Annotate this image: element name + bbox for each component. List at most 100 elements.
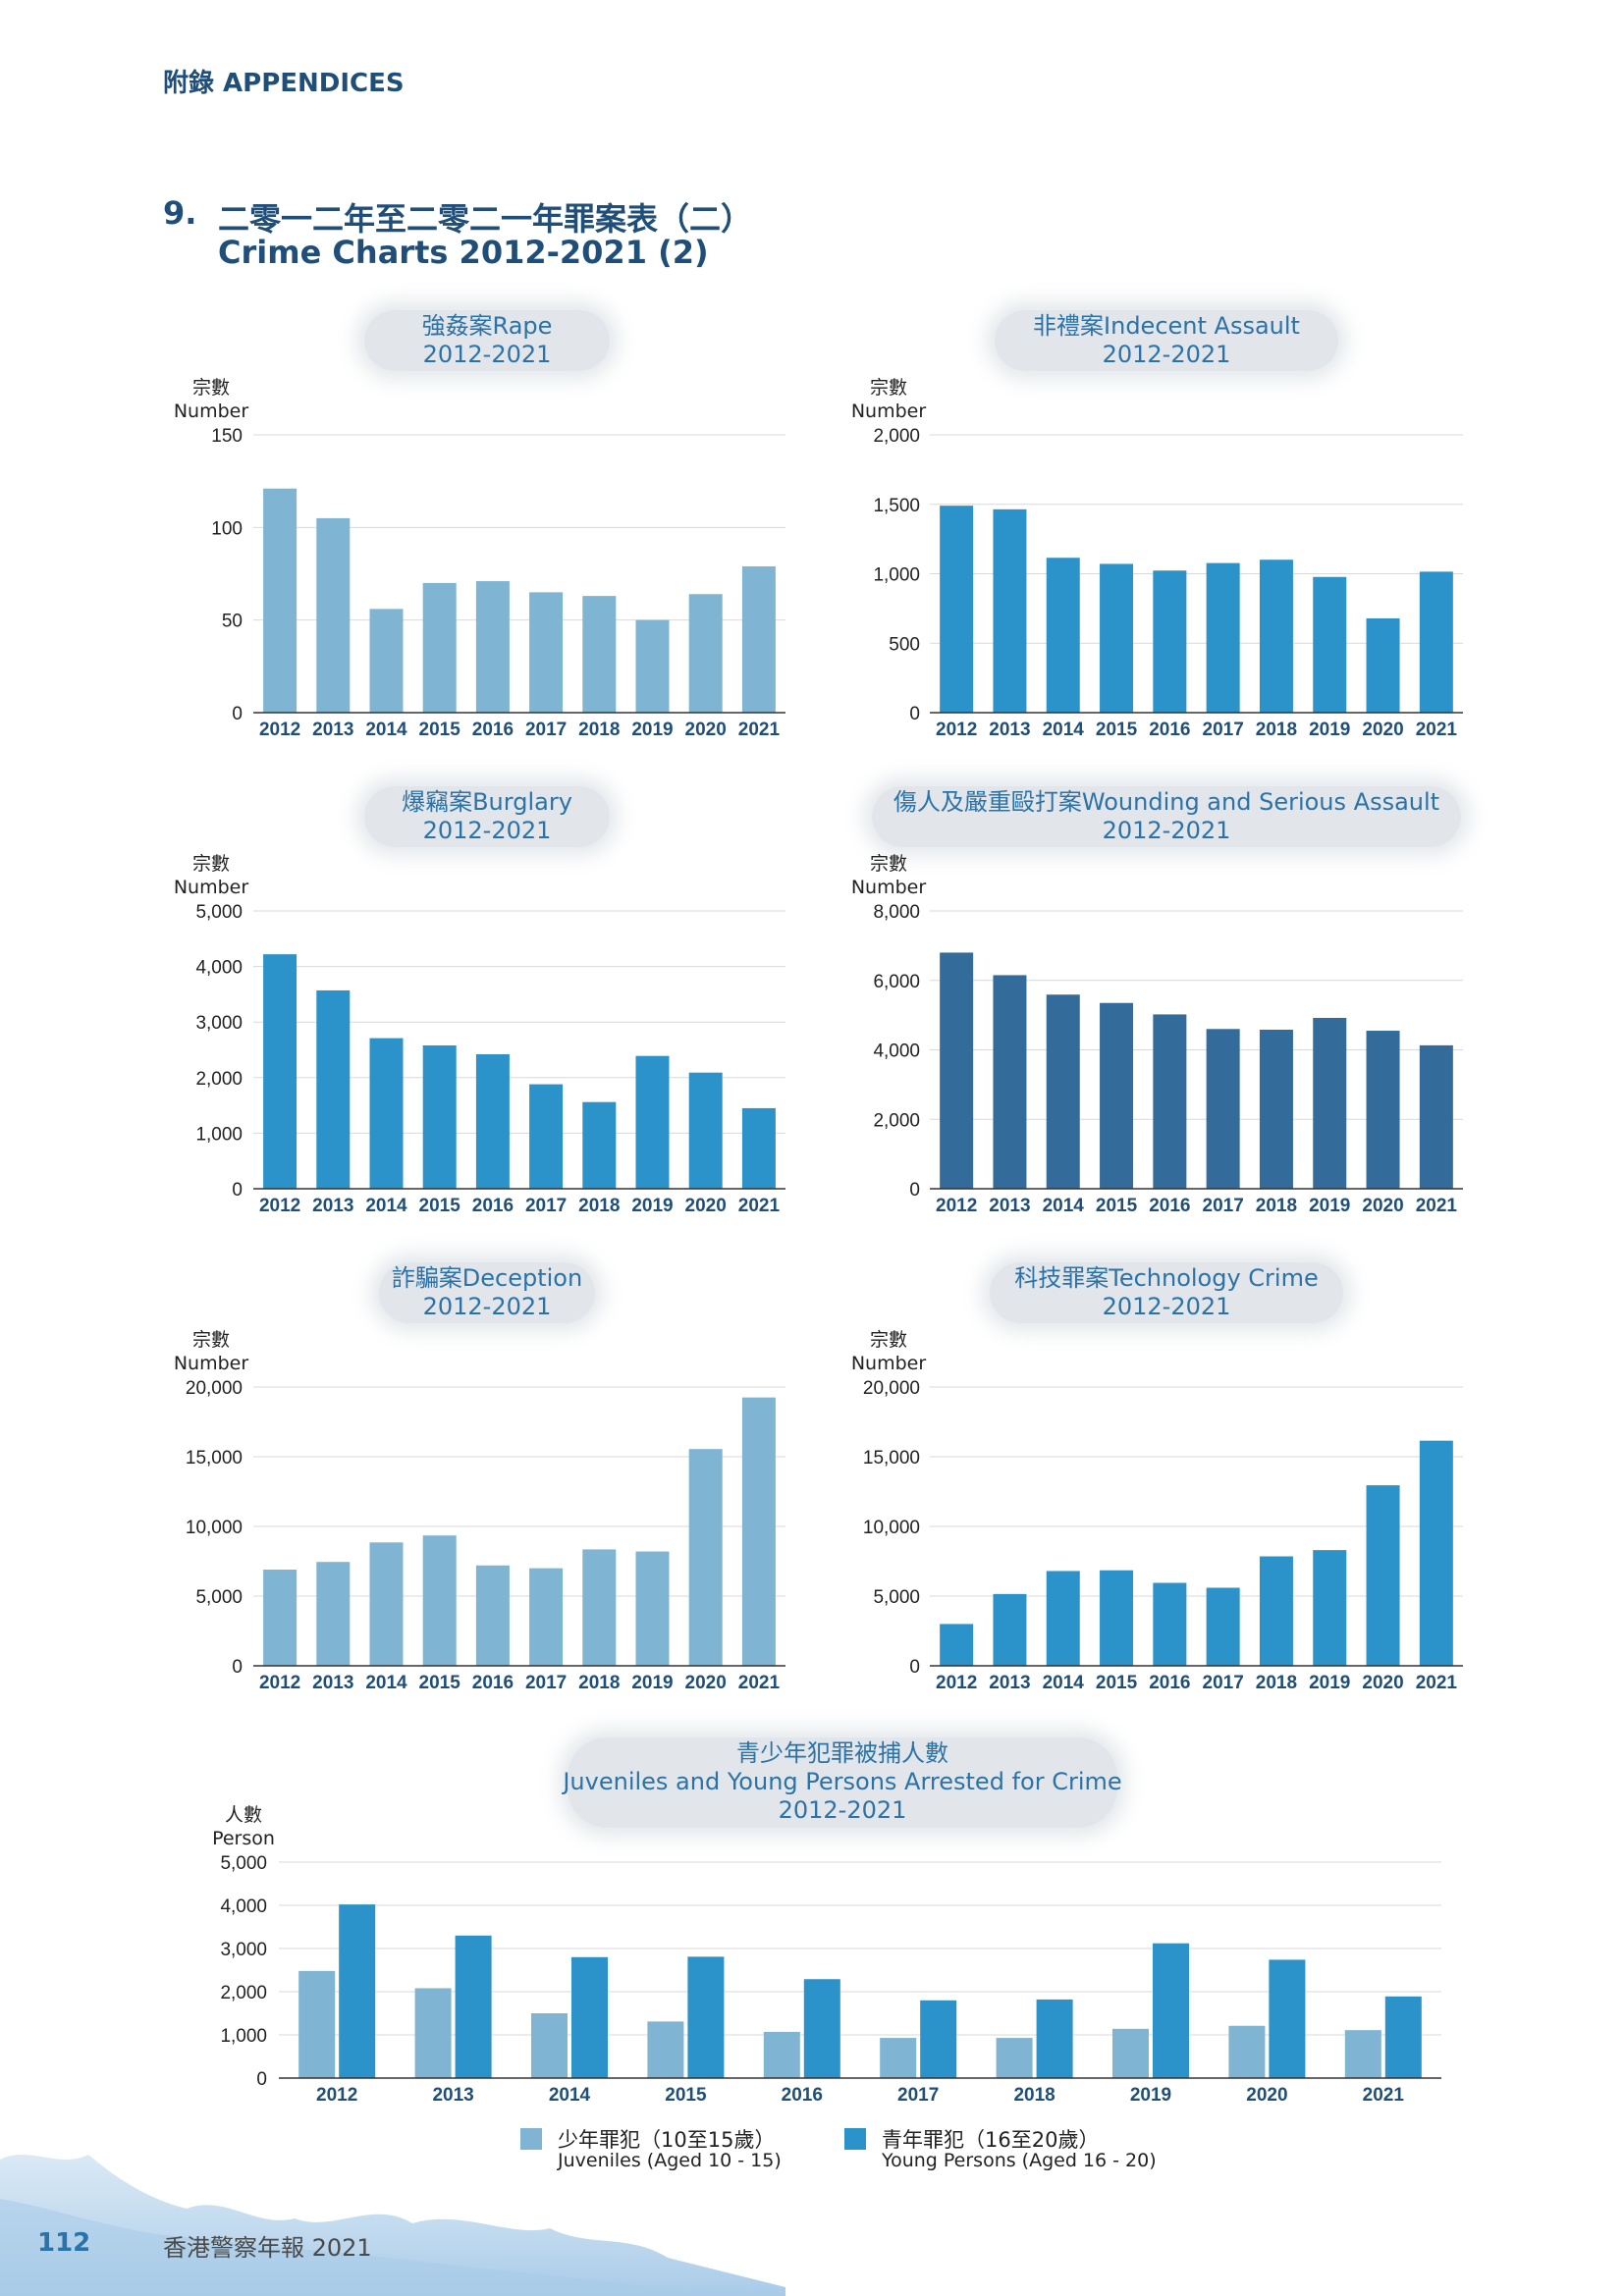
x-tick-label: 2015 xyxy=(419,1196,461,1216)
bar-2016 xyxy=(475,1565,510,1666)
bar-2020 xyxy=(688,594,723,713)
bar-2012 xyxy=(940,506,974,713)
x-tick-label: 2019 xyxy=(631,1196,673,1216)
appendices-header: 附錄 APPENDICES xyxy=(163,69,405,98)
x-tick-label: 2019 xyxy=(1309,1673,1350,1693)
bar-2014 xyxy=(1046,1571,1080,1666)
bar-2014 xyxy=(369,1038,404,1189)
bar-juveniles-2012 xyxy=(298,1970,336,2078)
x-tick-label: 2017 xyxy=(897,2085,939,2106)
y-tick-label: 2,000 xyxy=(220,1983,267,2003)
bar-2017 xyxy=(529,1084,564,1189)
x-tick-label: 2012 xyxy=(316,2085,357,2106)
x-tick-label: 2012 xyxy=(936,720,977,740)
bar-young-persons-2017 xyxy=(920,2000,957,2078)
x-tick-label: 2021 xyxy=(738,1673,781,1693)
bar-2012 xyxy=(940,1624,974,1666)
y-tick-label: 20,000 xyxy=(186,1378,243,1399)
y-axis-label-en: Number xyxy=(174,877,249,898)
x-tick-label: 2020 xyxy=(1362,1673,1403,1693)
bar-2014 xyxy=(369,1542,404,1666)
x-tick-label: 2017 xyxy=(1203,1673,1244,1693)
bar-2021 xyxy=(741,1397,776,1666)
x-tick-label: 2013 xyxy=(312,1673,353,1693)
bar-2014 xyxy=(369,609,404,713)
bar-2017 xyxy=(529,1568,564,1666)
x-tick-label: 2020 xyxy=(1362,720,1403,740)
x-tick-label: 2015 xyxy=(1096,1196,1138,1216)
x-tick-label: 2014 xyxy=(365,1196,407,1216)
x-tick-label: 2019 xyxy=(1309,1196,1350,1216)
y-tick-label: 5,000 xyxy=(220,1853,267,1874)
bar-2020 xyxy=(688,1449,723,1666)
y-axis-label-zh: 宗數 xyxy=(870,377,907,399)
bar-juveniles-2017 xyxy=(880,2038,917,2078)
bar-2015 xyxy=(422,1535,457,1666)
page-number: 112 xyxy=(37,2228,91,2258)
x-tick-label: 2017 xyxy=(1203,720,1244,740)
x-tick-label: 2019 xyxy=(631,720,673,740)
chart-title-deception: 詐騙案Deception 2012-2021 xyxy=(369,1262,605,1323)
bar-2016 xyxy=(475,581,510,713)
bar-juveniles-2015 xyxy=(647,2021,684,2078)
x-tick-label: 2021 xyxy=(1416,1196,1458,1216)
y-tick-label: 10,000 xyxy=(863,1518,920,1538)
chart-title-technology: 科技罪案Technology Crime 2012-2021 xyxy=(990,1262,1343,1323)
bar-2020 xyxy=(688,1072,723,1189)
x-tick-label: 2014 xyxy=(1043,1196,1085,1216)
bar-young-persons-2013 xyxy=(455,1935,492,2078)
y-axis-label-zh: 宗數 xyxy=(192,1329,230,1351)
bar-2021 xyxy=(741,1107,776,1189)
y-tick-label: 2,000 xyxy=(873,426,920,447)
bar-2018 xyxy=(582,596,617,713)
x-tick-label: 2021 xyxy=(738,720,781,740)
bar-2020 xyxy=(1366,617,1400,713)
bar-juveniles-2020 xyxy=(1228,2025,1266,2078)
y-axis-label-en: Number xyxy=(851,400,927,422)
bar-2018 xyxy=(1259,560,1293,713)
y-tick-label: 4,000 xyxy=(195,958,243,979)
x-tick-label: 2020 xyxy=(685,720,727,740)
x-tick-label: 2016 xyxy=(782,2085,823,2106)
chart-title-juveniles: 青少年犯罪被捕人數 Juveniles and Young Persons Ar… xyxy=(548,1736,1137,1828)
y-tick-label: 15,000 xyxy=(186,1448,243,1468)
x-tick-label: 2018 xyxy=(1256,720,1297,740)
y-tick-label: 6,000 xyxy=(873,972,920,992)
footer-title: 香港警察年報 2021 xyxy=(163,2234,372,2262)
bar-juveniles-2019 xyxy=(1112,2028,1149,2078)
x-tick-label: 2018 xyxy=(1013,2085,1055,2106)
y-tick-label: 0 xyxy=(909,704,920,724)
y-tick-label: 4,000 xyxy=(220,1896,267,1917)
bar-juveniles-2016 xyxy=(763,2031,800,2078)
bar-2019 xyxy=(635,619,670,713)
bar-2020 xyxy=(1366,1031,1400,1189)
legend-swatch-juveniles xyxy=(520,2128,542,2150)
bar-2021 xyxy=(1419,571,1453,713)
x-tick-label: 2020 xyxy=(1362,1196,1403,1216)
bar-young-persons-2020 xyxy=(1269,1959,1306,2078)
y-tick-label: 2,000 xyxy=(195,1069,243,1090)
bar-2018 xyxy=(582,1549,617,1666)
x-tick-label: 2015 xyxy=(419,1673,461,1693)
chart-title-rape: 強姦案Rape 2012-2021 xyxy=(364,310,610,371)
x-tick-label: 2014 xyxy=(365,1673,407,1693)
bar-2012 xyxy=(940,952,974,1189)
x-tick-label: 2019 xyxy=(1130,2085,1171,2106)
bar-2013 xyxy=(993,1593,1027,1666)
y-axis-label-en: Person xyxy=(212,1828,275,1849)
x-tick-label: 2013 xyxy=(989,1673,1030,1693)
bar-young-persons-2018 xyxy=(1036,1999,1073,2078)
x-tick-label: 2013 xyxy=(312,1196,353,1216)
chart-title-wounding: 傷人及嚴重毆打案Wounding and Serious Assault 201… xyxy=(872,786,1461,847)
bar-young-persons-2014 xyxy=(571,1956,608,2078)
y-tick-label: 2,000 xyxy=(873,1110,920,1131)
bar-2021 xyxy=(1419,1440,1453,1666)
x-tick-label: 2013 xyxy=(989,720,1030,740)
bar-2015 xyxy=(1100,563,1134,713)
bar-2016 xyxy=(1153,1014,1187,1189)
bar-2017 xyxy=(529,592,564,713)
